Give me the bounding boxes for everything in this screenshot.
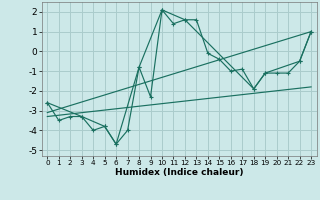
X-axis label: Humidex (Indice chaleur): Humidex (Indice chaleur) [115, 168, 244, 177]
